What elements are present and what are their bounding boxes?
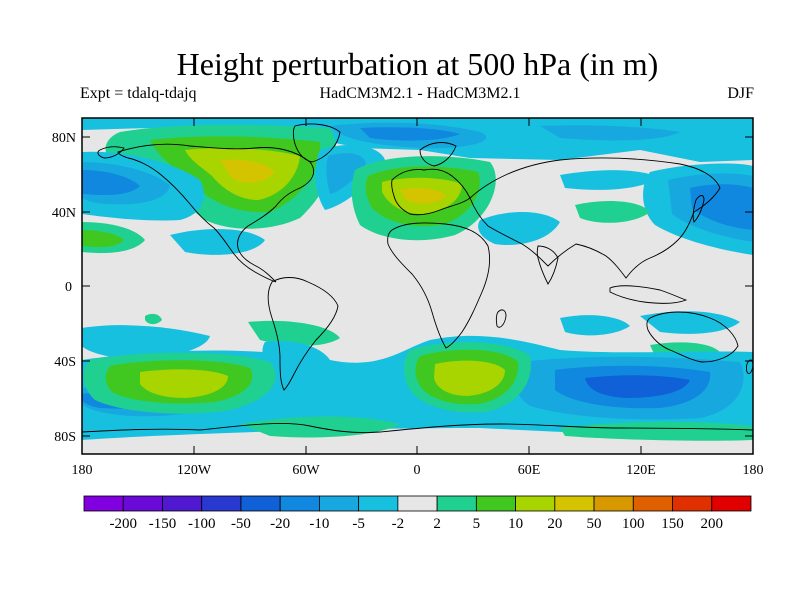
colorbar-box	[436, 495, 477, 512]
contour-npacific-central-blue	[170, 228, 265, 255]
colorbar-box	[475, 495, 516, 512]
colorbar: -200 -150 -100 -50 -20 -10 -5 -2 2 5 10 20 50 100 150 2…	[83, 495, 752, 532]
colorbar-label: -50	[231, 516, 251, 532]
lon-labels: 180 120W 60W 0 60E 120E 180	[72, 463, 764, 478]
colorbar-box	[279, 495, 320, 512]
lon-label-180e: 180	[743, 463, 764, 478]
model-comparison-label: HadCM3M2.1 - HadCM3M2.1	[319, 85, 521, 102]
coast-greenland	[292, 123, 341, 163]
colorbar-label: 20	[547, 516, 562, 532]
colorbar-box	[358, 495, 399, 512]
lon-label-0: 0	[414, 463, 421, 478]
colorbar-box	[711, 495, 752, 512]
contour-io-blue	[560, 315, 630, 336]
contour-siberia-blue-mid	[540, 125, 680, 141]
colorbar-label: 2	[433, 516, 441, 532]
colorbar-label: -2	[392, 516, 405, 532]
colorbar-box	[319, 495, 360, 512]
contour-europe-yellow	[400, 188, 446, 204]
colorbar-label: 10	[508, 516, 523, 532]
colorbar-label: -150	[149, 516, 177, 532]
colorbar-label: 5	[473, 516, 481, 532]
coast-south-america	[267, 277, 339, 391]
coast-new-zealand	[745, 359, 753, 375]
colorbar-box	[515, 495, 556, 512]
contour-atlantic-blue-mid	[326, 153, 366, 194]
colorbar-box	[632, 495, 673, 512]
coast-north-america	[117, 143, 314, 283]
contour-austr-blue	[640, 311, 740, 334]
map-title: Height perturbation at 500 hPa (in m)	[176, 46, 659, 82]
colorbar-label: 100	[622, 516, 645, 532]
contour-fills	[82, 118, 753, 454]
lat-label-80s: 80S	[54, 430, 76, 445]
coast-alaska	[97, 146, 125, 159]
lon-label-120e: 120E	[626, 463, 656, 478]
lon-label-120w: 120W	[177, 463, 212, 478]
coast-madagascar	[495, 309, 507, 328]
lon-label-60w: 60W	[292, 463, 320, 478]
contour-small-green	[145, 313, 162, 325]
colorbar-label: -5	[352, 516, 365, 532]
lon-label-180w: 180	[72, 463, 93, 478]
coast-africa	[387, 222, 491, 349]
coast-asia	[469, 157, 721, 279]
colorbar-label: -100	[188, 516, 216, 532]
colorbar-box	[162, 495, 203, 512]
contour-southpacific-blue	[82, 325, 210, 359]
contour-asia-band-blue	[560, 170, 660, 190]
tick-marks	[82, 118, 753, 454]
colorbar-box	[554, 495, 595, 512]
colorbar-box	[122, 495, 163, 512]
season-label: DJF	[727, 85, 754, 102]
contour-westpacific-blue-strong	[690, 184, 753, 230]
lat-label-eq: 0	[65, 280, 72, 295]
coast-antarctica	[82, 423, 753, 433]
colorbar-box	[83, 495, 124, 512]
contour-satlantic-yellowgreen	[434, 360, 505, 396]
contour-antarctic-green-east	[560, 421, 753, 441]
colorbar-box	[397, 495, 438, 512]
colorbar-box	[672, 495, 713, 512]
contour-namerica-yellow	[220, 159, 275, 183]
colorbar-box	[201, 495, 242, 512]
lat-label-40s: 40S	[54, 355, 76, 370]
colorbar-label: -200	[109, 516, 137, 532]
lat-label-80n: 80N	[52, 131, 76, 146]
colorbar-label: 150	[661, 516, 684, 532]
contour-npacific-blue-strong	[82, 170, 140, 196]
experiment-label: Expt = tdalq-tdajq	[80, 85, 197, 102]
contour-arctic-blue-strong	[360, 127, 460, 141]
coast-japan	[692, 195, 705, 223]
lon-label-60e: 60E	[518, 463, 541, 478]
coast-india	[536, 245, 559, 285]
colorbar-label: -20	[270, 516, 290, 532]
colorbar-label: 200	[701, 516, 724, 532]
coast-europe	[391, 168, 471, 216]
coastlines	[82, 123, 753, 433]
contour-southern-blue-stronger-east	[585, 375, 690, 398]
lat-label-40n: 40N	[52, 206, 76, 221]
colorbar-box	[240, 495, 281, 512]
colorbar-box	[593, 495, 634, 512]
coast-australia	[646, 311, 739, 363]
contour-spacific-yellowgreen	[140, 369, 228, 398]
lat-labels: 80N 40N 0 40S 80S	[52, 131, 76, 445]
coast-scandinavia	[419, 142, 457, 167]
colorbar-label: -10	[309, 516, 329, 532]
contour-casia-blue	[478, 211, 560, 246]
contour-subtrop-pacific-lime	[82, 230, 124, 248]
colorbar-label: 50	[587, 516, 602, 532]
coast-indonesia	[609, 285, 688, 304]
contour-asia-green	[575, 200, 650, 223]
